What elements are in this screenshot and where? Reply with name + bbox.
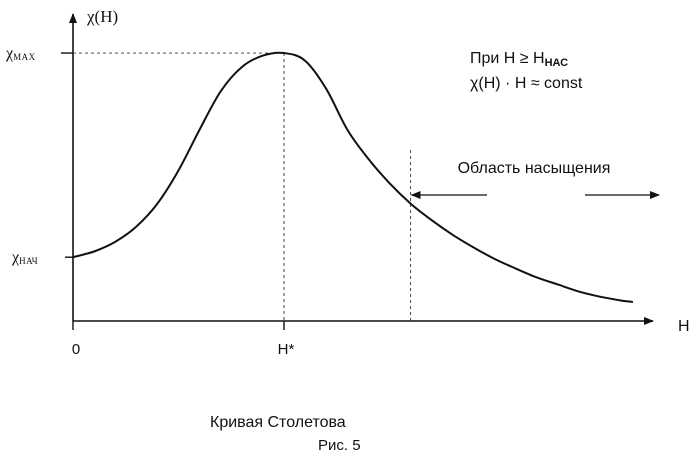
x-tick-label-zero: 0	[72, 341, 80, 358]
annotation-formula: χ(H) · H ≈ const	[470, 75, 583, 92]
figure-caption: Кривая Столетова	[210, 414, 346, 431]
x-axis-label: H	[678, 318, 690, 335]
saturation-region-label: Область насыщения	[458, 160, 611, 177]
annotation-condition: При H ≥ HНАС	[470, 50, 568, 69]
y-axis-label: χ(H)	[86, 7, 118, 26]
y-tick-label-max: χMAX	[5, 45, 36, 62]
figure-number: Рис. 5	[318, 437, 361, 454]
x-tick-label-hstar: H*	[278, 341, 295, 358]
y-tick-label-nach: χНАЧ	[11, 249, 38, 266]
